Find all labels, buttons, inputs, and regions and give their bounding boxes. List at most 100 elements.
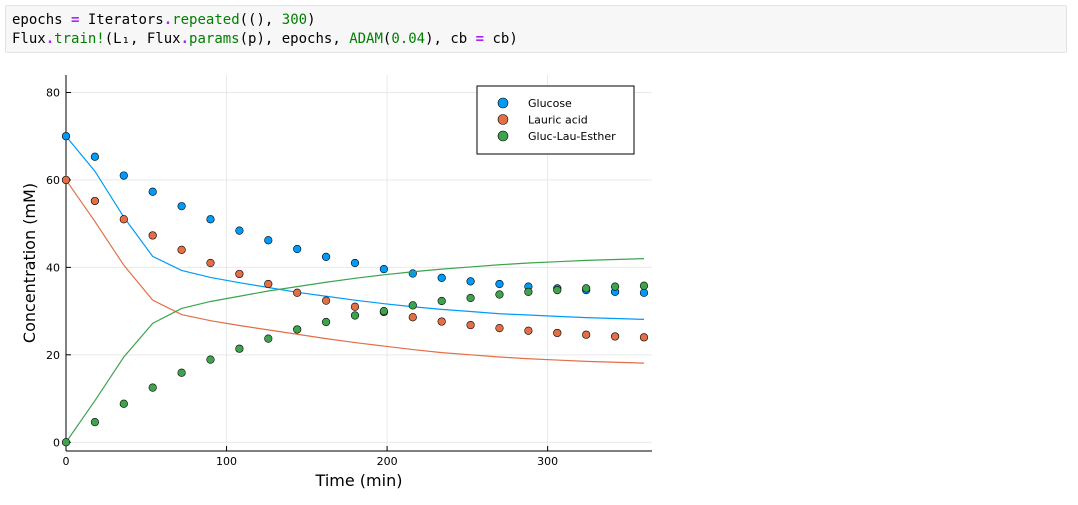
data-point <box>293 244 302 254</box>
code-token: train! <box>54 31 105 47</box>
y-tick-label: 0 <box>53 436 60 449</box>
data-point <box>119 171 128 180</box>
data-point <box>610 282 620 291</box>
data-point <box>119 215 128 224</box>
legend-marker <box>497 97 509 109</box>
data-point <box>524 287 533 296</box>
x-axis-label: Time (min) <box>315 471 403 490</box>
data-point <box>379 265 388 274</box>
y-tick-label: 60 <box>46 174 60 187</box>
data-point <box>466 320 475 330</box>
data-point <box>379 306 388 316</box>
data-point <box>321 317 331 327</box>
legend-entry: Gluc-Lau-Esther <box>528 130 616 143</box>
data-point <box>177 202 186 211</box>
data-point <box>235 269 244 279</box>
x-tick-label: 0 <box>63 455 70 468</box>
data-point <box>437 273 446 282</box>
y-tick-label: 20 <box>46 349 60 362</box>
data-point <box>321 252 331 261</box>
data-point <box>582 330 591 339</box>
legend-marker <box>497 114 509 125</box>
data-point <box>495 324 504 333</box>
x-tick-label: 300 <box>537 455 558 468</box>
data-point <box>610 332 620 341</box>
data-point <box>177 245 186 254</box>
code-token: 300 <box>281 12 308 28</box>
data-point <box>639 288 649 297</box>
data-point <box>148 383 157 392</box>
code-token: epochs <box>12 12 72 28</box>
data-point <box>466 277 475 286</box>
data-point <box>582 284 591 293</box>
data-point <box>148 231 157 240</box>
code-token: ((), <box>239 12 282 28</box>
data-point <box>466 293 475 303</box>
data-point <box>119 399 128 408</box>
data-point <box>524 326 533 335</box>
x-tick-label: 100 <box>216 455 237 468</box>
code-token: . <box>163 12 173 28</box>
data-point <box>437 317 446 326</box>
y-axis-label: Concentration (mM) <box>20 183 39 343</box>
data-point <box>148 187 157 196</box>
data-point <box>235 226 244 235</box>
data-point <box>61 175 71 185</box>
code-cell[interactable]: epochs = Iterators.repeated((), 300) Flu… <box>5 5 1067 53</box>
data-point <box>639 281 649 290</box>
data-point <box>495 290 504 299</box>
legend-box <box>476 85 635 155</box>
data-point <box>553 286 562 295</box>
data-point <box>408 269 417 278</box>
data-point <box>495 279 504 289</box>
series-line <box>65 258 644 443</box>
data-point <box>264 236 273 245</box>
code-token: Flux <box>12 31 46 47</box>
data-point <box>437 296 446 306</box>
y-tick-label: 80 <box>46 86 60 99</box>
data-point <box>61 132 71 141</box>
data-point <box>639 333 649 342</box>
data-point <box>206 258 215 268</box>
code-line: Flux.train!(L₁, Flux.params(p), epochs, … <box>12 30 1060 49</box>
code-line: epochs = Iterators.repeated((), 300) <box>12 11 1060 30</box>
data-point <box>235 344 244 353</box>
code-token: 0.04 <box>391 31 426 47</box>
data-point <box>264 334 273 343</box>
data-point <box>293 288 302 297</box>
data-point <box>90 418 99 427</box>
data-point <box>408 301 417 310</box>
y-tick-label: 40 <box>46 261 60 274</box>
data-point <box>350 258 360 268</box>
data-point <box>350 311 360 320</box>
axes: 0 100 200 300 0 20 40 60 80 <box>46 75 652 468</box>
data-point <box>293 325 302 334</box>
code-token: ( <box>382 31 392 47</box>
legend: Glucose Lauric acid Gluc-Lau-Esther <box>476 85 635 155</box>
code-token: ADAM <box>349 31 383 47</box>
code-token: Iterators <box>79 12 164 28</box>
code-token: cb) <box>484 31 518 47</box>
series-line <box>65 179 644 364</box>
series-gluc-lau-esther <box>61 258 649 447</box>
code-token: . <box>180 31 190 47</box>
data-point <box>90 152 99 161</box>
data-point <box>321 296 331 305</box>
code-token: = <box>71 12 80 28</box>
code-token: repeated <box>172 12 240 28</box>
data-point <box>553 328 562 338</box>
code-token: = <box>475 31 485 47</box>
data-point <box>206 355 215 364</box>
data-point <box>350 302 360 311</box>
data-point <box>90 196 99 206</box>
data-point <box>61 438 71 447</box>
legend-entry: Lauric acid <box>528 114 588 127</box>
code-token: . <box>45 31 55 47</box>
data-point <box>206 215 215 224</box>
code-token: params <box>189 31 240 47</box>
data-point <box>408 313 417 322</box>
code-token: ), cb <box>425 31 476 47</box>
data-point <box>177 368 186 377</box>
code-token: (p), epochs, <box>239 31 350 47</box>
